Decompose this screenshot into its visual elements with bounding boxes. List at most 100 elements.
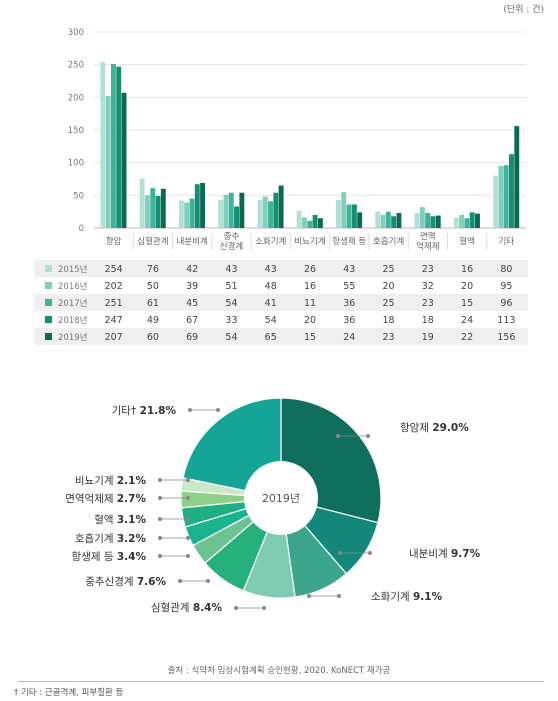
leader-dot <box>234 606 238 610</box>
leader-dot <box>178 579 182 583</box>
leader-dot <box>206 579 210 583</box>
legend-label: 2018년 <box>58 315 87 326</box>
pie-label-group: 비뇨기계 2.1% <box>75 475 190 487</box>
x-tick-label: 항암 <box>106 236 122 247</box>
legend-swatch <box>45 299 52 306</box>
bar <box>498 165 504 228</box>
bar <box>278 185 284 228</box>
bar <box>110 64 116 228</box>
bar <box>150 188 156 228</box>
table-cell: 251 <box>105 298 123 309</box>
bar <box>218 199 224 228</box>
bar <box>223 194 229 228</box>
legend-swatch <box>45 282 52 289</box>
table-cell: 51 <box>225 281 237 292</box>
slice-label: 기타† 21.8% <box>112 405 177 417</box>
leader-dot <box>158 517 162 521</box>
bar <box>336 199 341 228</box>
bar <box>435 215 441 228</box>
slice-label: 항암제 29.0% <box>400 422 469 434</box>
bar <box>239 192 245 228</box>
bar <box>414 212 420 228</box>
x-tick-label: 내분비계 <box>177 236 208 247</box>
bar <box>268 201 273 228</box>
table-cell: 254 <box>105 264 123 275</box>
leader-dot <box>262 606 266 610</box>
bar <box>273 192 279 228</box>
bar <box>453 217 459 228</box>
bar <box>419 207 425 228</box>
table-cell: 36 <box>343 298 355 309</box>
table-cell: 32 <box>422 281 434 292</box>
y-tick-label: 250 <box>68 61 84 71</box>
table-cell: 95 <box>500 281 512 292</box>
bar <box>509 154 514 228</box>
bar <box>105 96 111 228</box>
bar <box>184 202 190 228</box>
bar <box>139 178 145 228</box>
leader-dot <box>307 594 311 598</box>
table-cell: 156 <box>497 332 515 343</box>
table-cell: 54 <box>225 298 237 309</box>
pie-label-group: 항암제 29.0% <box>336 422 469 438</box>
center-label: 2019년 <box>262 492 300 505</box>
bar <box>385 211 391 228</box>
table-cell: 18 <box>422 315 434 326</box>
table-row-bg <box>34 294 528 311</box>
bar <box>155 195 161 228</box>
x-tick-label: 면역 억제제 <box>416 231 439 252</box>
pie-label-group: 소화기계 9.1% <box>307 591 443 603</box>
leader-dot <box>186 478 190 482</box>
legend-swatch <box>45 316 52 323</box>
table-cell: 23 <box>422 298 434 309</box>
bar <box>425 212 431 228</box>
y-tick-label: 300 <box>68 28 84 38</box>
source-note: 출처 : 식약처 임상시험계획 승인현황, 2020, KoNECT 재가공 <box>167 666 391 676</box>
slice-label: 면역억제제 2.7% <box>65 493 146 505</box>
table-cell: 20 <box>304 315 316 326</box>
table-cell: 19 <box>422 332 434 343</box>
table-cell: 43 <box>225 264 237 275</box>
table-cell: 61 <box>147 298 159 309</box>
x-tick-label: 비뇨기계 <box>294 236 325 247</box>
leader-dot <box>338 551 342 555</box>
leader-dot <box>186 517 190 521</box>
leader-dot <box>368 551 372 555</box>
bar <box>396 212 402 228</box>
bar <box>116 66 122 228</box>
table-cell: 16 <box>304 281 316 292</box>
bar <box>262 196 268 228</box>
legend-label: 2016년 <box>58 281 87 292</box>
table-cell: 16 <box>461 264 473 275</box>
table-cell: 43 <box>265 264 277 275</box>
table-cell: 202 <box>105 281 123 292</box>
y-tick-label: 100 <box>68 159 84 169</box>
bar <box>307 220 313 228</box>
leader-dot <box>336 434 340 438</box>
table-cell: 60 <box>147 332 159 343</box>
table-cell: 20 <box>382 281 394 292</box>
bar <box>228 192 234 228</box>
bar <box>312 214 318 228</box>
slice-label: 소화기계 9.1% <box>371 591 443 603</box>
leader-dot <box>158 496 162 500</box>
bar <box>380 214 386 228</box>
table-cell: 24 <box>461 315 473 326</box>
table-cell: 15 <box>461 298 473 309</box>
table-cell: 55 <box>343 281 355 292</box>
bar <box>296 211 302 228</box>
bar <box>200 182 206 228</box>
bar <box>493 175 499 228</box>
leader-dot <box>186 554 190 558</box>
footnote-divider <box>18 681 544 682</box>
bar <box>121 92 127 228</box>
table-cell: 76 <box>147 264 159 275</box>
table-cell: 22 <box>461 332 473 343</box>
table-cell: 23 <box>382 332 394 343</box>
table-cell: 207 <box>105 332 123 343</box>
bar <box>189 198 195 228</box>
table-cell: 247 <box>105 315 123 326</box>
table-cell: 45 <box>186 298 198 309</box>
table-row-bg <box>34 328 528 345</box>
table-cell: 65 <box>265 332 277 343</box>
